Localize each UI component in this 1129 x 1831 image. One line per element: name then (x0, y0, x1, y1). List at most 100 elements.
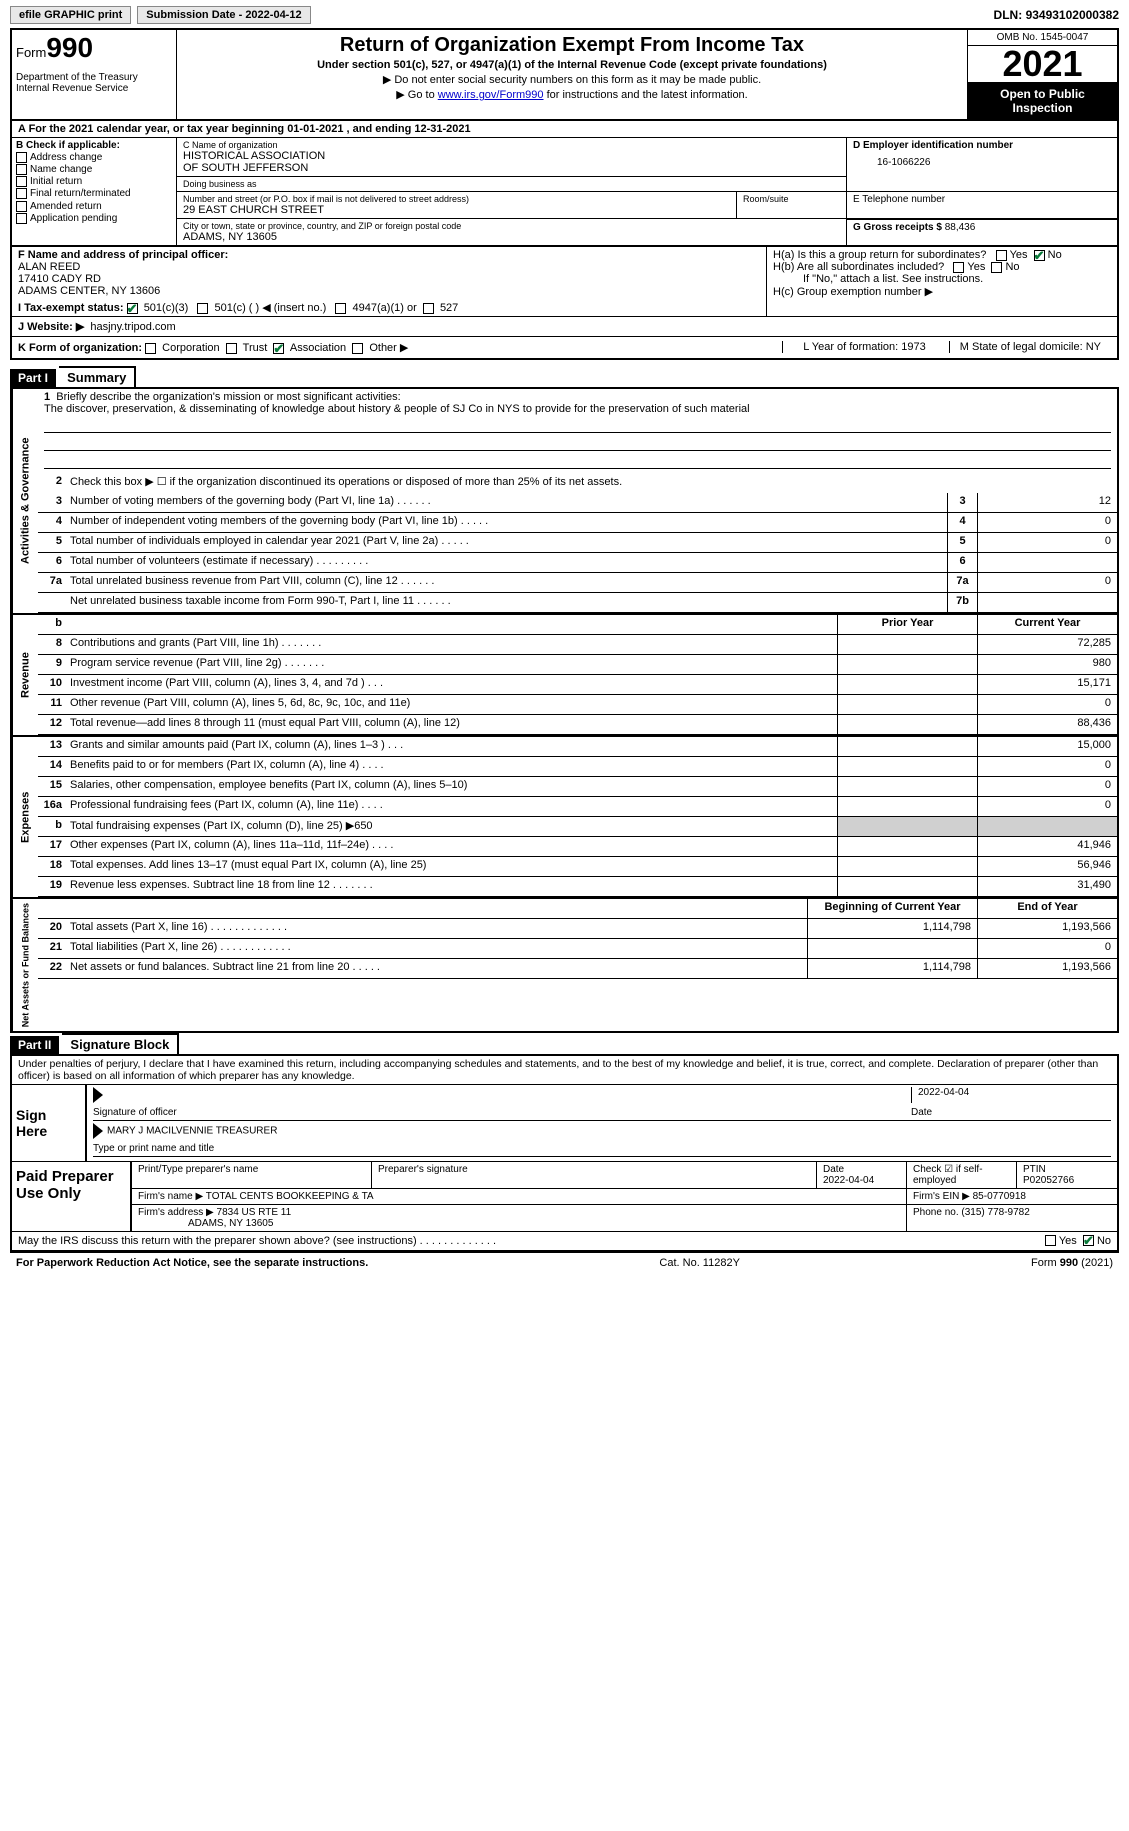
row-a-text: A For the 2021 calendar year, or tax yea… (18, 123, 471, 135)
gross-label: G Gross receipts $ (853, 222, 942, 233)
summary-row: 17Other expenses (Part IX, column (A), l… (38, 837, 1117, 857)
current-year-hdr: Current Year (977, 615, 1117, 634)
rev-body: b Prior Year Current Year 8Contributions… (38, 615, 1117, 735)
chk-application-pending[interactable]: Application pending (16, 213, 172, 224)
arrow-icon (93, 1087, 103, 1103)
chk-hb-yes[interactable] (953, 262, 964, 273)
form-page: efile GRAPHIC print Submission Date - 20… (0, 0, 1129, 1279)
street-value: 29 EAST CHURCH STREET (183, 204, 730, 216)
submission-date-button[interactable]: Submission Date - 2022-04-12 (137, 6, 310, 24)
summary-row: 21Total liabilities (Part X, line 26) . … (38, 939, 1117, 959)
summary-row: 11Other revenue (Part VIII, column (A), … (38, 695, 1117, 715)
summary-row: 13Grants and similar amounts paid (Part … (38, 737, 1117, 757)
summary-row: 10Investment income (Part VIII, column (… (38, 675, 1117, 695)
chk-501c3[interactable] (127, 303, 138, 314)
summary-row: 3Number of voting members of the governi… (38, 493, 1117, 513)
beg-year-hdr: Beginning of Current Year (807, 899, 977, 918)
chk-name-change[interactable]: Name change (16, 164, 172, 175)
chk-ha-yes[interactable] (996, 250, 1007, 261)
chk-ha-no[interactable] (1034, 250, 1045, 261)
summary-row: 18Total expenses. Add lines 13–17 (must … (38, 857, 1117, 877)
header-right: OMB No. 1545-0047 2021 Open to Public In… (967, 30, 1117, 119)
mission-text: The discover, preservation, & disseminat… (44, 403, 750, 415)
efile-print-button[interactable]: efile GRAPHIC print (10, 6, 131, 24)
k-right: L Year of formation: 1973 M State of leg… (782, 341, 1111, 354)
chk-527[interactable] (423, 303, 434, 314)
room-label: Room/suite (743, 194, 840, 204)
chk-corp[interactable] (145, 343, 156, 354)
j-value: hasjny.tripod.com (90, 321, 175, 333)
summary-row: 8Contributions and grants (Part VIII, li… (38, 635, 1117, 655)
chk-discuss-no[interactable] (1083, 1235, 1094, 1246)
summary-row: bTotal fundraising expenses (Part IX, co… (38, 817, 1117, 837)
org-name: HISTORICAL ASSOCIATION OF SOUTH JEFFERSO… (183, 150, 840, 174)
room-cell: Room/suite (736, 192, 846, 219)
exp-body: 13Grants and similar amounts paid (Part … (38, 737, 1117, 897)
prep-sig-hdr: Preparer's signature (372, 1162, 817, 1188)
city-cell: City or town, state or province, country… (177, 219, 846, 245)
rev-header-row: b Prior Year Current Year (38, 615, 1117, 635)
sign-here-row: Sign Here 2022-04-04 Signature of office… (12, 1084, 1117, 1161)
section-bcdefg: B Check if applicable: Address change Na… (10, 138, 1119, 247)
sidebar-revenue: Revenue (12, 615, 38, 735)
form-note-1: ▶ Do not enter social security numbers o… (183, 73, 961, 86)
penalty-statement: Under penalties of perjury, I declare th… (12, 1056, 1117, 1084)
line-2: 2Check this box ▶ ☐ if the organization … (38, 473, 1117, 493)
ag-body: 1 Briefly describe the organization's mi… (38, 389, 1117, 613)
part-i-hdr: Part I (10, 369, 56, 387)
signature-block: Under penalties of perjury, I declare th… (10, 1056, 1119, 1252)
dba-cell: Doing business as (177, 177, 846, 192)
irs-link[interactable]: www.irs.gov/Form990 (438, 89, 544, 101)
phone-label: E Telephone number (853, 194, 1111, 205)
form-num: 990 (46, 32, 93, 63)
open-public: Open to Public Inspection (968, 83, 1117, 119)
chk-assoc[interactable] (273, 343, 284, 354)
col-e-phone: E Telephone number (847, 192, 1117, 219)
col-g-gross: G Gross receipts $ 88,436 (847, 219, 1117, 245)
dln-value: 93493102000382 (1026, 8, 1119, 22)
dln-label: DLN: (994, 8, 1023, 22)
k-label: K Form of organization: (18, 342, 142, 354)
footer-left: For Paperwork Reduction Act Notice, see … (16, 1257, 368, 1269)
chk-hb-no[interactable] (991, 262, 1002, 273)
ein-value: 16-1066226 (877, 157, 1111, 168)
name-title-label: Type or print name and title (93, 1141, 1111, 1157)
gross-value: 88,436 (945, 222, 976, 233)
chk-4947[interactable] (335, 303, 346, 314)
summary-row: 6Total number of volunteers (estimate if… (38, 553, 1117, 573)
summary-row: 16aProfessional fundraising fees (Part I… (38, 797, 1117, 817)
hb-note: If "No," attach a list. See instructions… (773, 273, 1111, 285)
chk-final-return[interactable]: Final return/terminated (16, 188, 172, 199)
arrow-icon-2 (93, 1123, 103, 1139)
prep-name-hdr: Print/Type preparer's name (132, 1162, 372, 1188)
paid-body: Print/Type preparer's name Preparer's si… (132, 1162, 1117, 1231)
chk-amended-return[interactable]: Amended return (16, 201, 172, 212)
form-word: Form (16, 45, 46, 60)
chk-other[interactable] (352, 343, 363, 354)
form-header: Form990 Department of the Treasury Inter… (10, 28, 1119, 121)
form-number: Form990 (16, 32, 172, 64)
summary-row: 5Total number of individuals employed in… (38, 533, 1117, 553)
col-f-officer: F Name and address of principal officer:… (12, 247, 767, 316)
chk-address-change[interactable]: Address change (16, 152, 172, 163)
summary-row: 22Net assets or fund balances. Subtract … (38, 959, 1117, 979)
chk-initial-return[interactable]: Initial return (16, 176, 172, 187)
summary-row: 14Benefits paid to or for members (Part … (38, 757, 1117, 777)
i-label: I Tax-exempt status: (18, 302, 124, 314)
col-c: C Name of organization HISTORICAL ASSOCI… (177, 138, 1117, 245)
prep-ptin: PTINP02052766 (1017, 1162, 1117, 1188)
sidebar-activities: Activities & Governance (12, 389, 38, 613)
f-label: F Name and address of principal officer: (18, 249, 760, 261)
sidebar-net-assets: Net Assets or Fund Balances (12, 899, 38, 1031)
summary-net-assets: Net Assets or Fund Balances Beginning of… (10, 899, 1119, 1033)
chk-trust[interactable] (226, 343, 237, 354)
street-cell: Number and street (or P.O. box if mail i… (177, 192, 736, 219)
summary-activities: Activities & Governance 1 Briefly descri… (10, 389, 1119, 615)
chk-discuss-yes[interactable] (1045, 1235, 1056, 1246)
city-label: City or town, state or province, country… (183, 221, 840, 231)
chk-501c[interactable] (197, 303, 208, 314)
prior-year-hdr: Prior Year (837, 615, 977, 634)
discuss-row: May the IRS discuss this return with the… (12, 1231, 1117, 1250)
page-footer: For Paperwork Reduction Act Notice, see … (10, 1252, 1119, 1273)
m-state: M State of legal domicile: NY (949, 341, 1111, 353)
